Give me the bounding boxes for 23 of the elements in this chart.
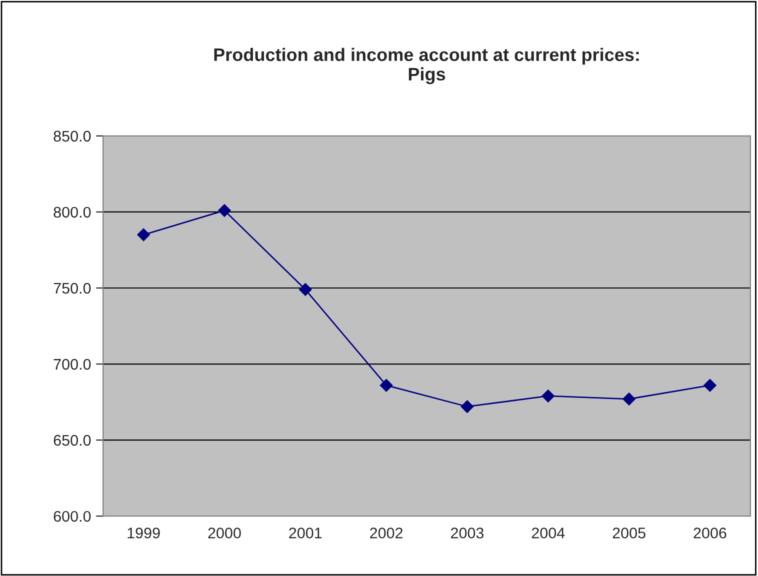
y-tick-label: 650.0: [54, 434, 91, 446]
point: [380, 378, 393, 392]
point: [137, 228, 150, 242]
y-tick-label: 850.0: [54, 130, 91, 142]
y-tick-label: 800.0: [54, 206, 91, 218]
x-tick-label: 2004: [532, 528, 565, 538]
y-tick-label: 750.0: [54, 282, 91, 294]
x-tick-label: 2001: [289, 528, 322, 538]
point: [298, 283, 312, 296]
chart-title: Production and income account at current prices: Pigs: [214, 48, 639, 84]
y-tick-label: 700.0: [54, 358, 91, 370]
x-tick-label: 2005: [612, 528, 646, 538]
x-tick-label: 2000: [208, 528, 241, 538]
point: [622, 392, 636, 406]
x-tick-label: 2006: [694, 528, 726, 538]
x-tick-label: 2003: [450, 528, 484, 538]
x-tick-label: 2002: [370, 528, 403, 538]
point: [704, 378, 716, 392]
x-tick-label: 1999: [128, 528, 160, 538]
point: [460, 400, 474, 414]
y-tick-label: 600.0: [54, 510, 91, 522]
point: [542, 390, 555, 402]
point: [218, 204, 231, 217]
